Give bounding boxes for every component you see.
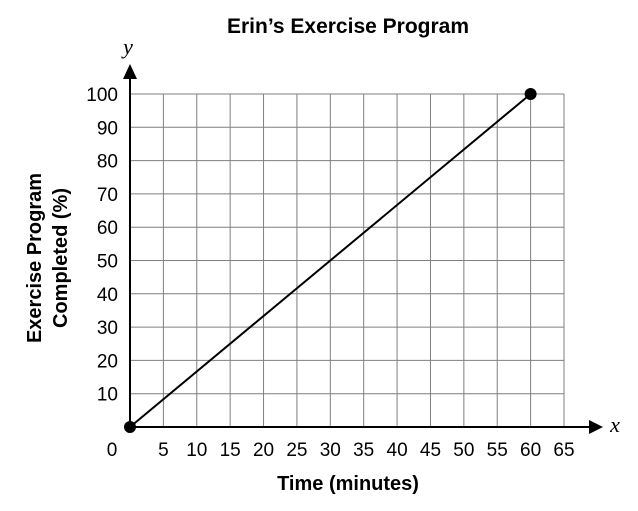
x-tick-label: 30 — [320, 440, 341, 461]
y-tick-label: 70 — [97, 185, 118, 206]
x-tick-label: 50 — [453, 440, 474, 461]
chart-title: Erin’s Exercise Program — [227, 15, 469, 38]
series — [124, 88, 537, 433]
y-axis-label: Exercise Program Completed (%) — [24, 173, 72, 343]
axes — [123, 64, 603, 434]
y-tick-label: 100 — [86, 85, 118, 106]
x-tick-label: 0 — [107, 440, 118, 461]
y-tick-label: 50 — [97, 252, 118, 273]
y-axis-arrow-icon — [123, 64, 137, 79]
y-axis-letter: y — [121, 34, 133, 59]
x-tick-label: 45 — [420, 440, 441, 461]
y-tick-label: 10 — [97, 385, 118, 406]
x-tick-label: 60 — [520, 440, 541, 461]
y-axis-label-line-2: Completed (%) — [50, 188, 72, 328]
x-tick-label: 55 — [487, 440, 508, 461]
x-tick-label: 20 — [253, 440, 274, 461]
y-tick-label: 90 — [97, 118, 118, 139]
x-axis-letter: x — [609, 412, 620, 437]
x-axis-label: Time (minutes) — [277, 473, 419, 495]
x-tick-label: 25 — [286, 440, 307, 461]
y-axis-label-line-1: Exercise Program — [24, 173, 46, 343]
x-tick-label: 5 — [158, 440, 169, 461]
x-tick-label: 40 — [387, 440, 408, 461]
x-tick-label: 35 — [353, 440, 374, 461]
y-tick-label: 20 — [97, 351, 118, 372]
grid — [130, 93, 565, 427]
series-line — [129, 93, 532, 428]
y-tick-label: 80 — [97, 152, 118, 173]
data-point — [124, 421, 136, 433]
x-axis-arrow-icon — [589, 420, 603, 434]
data-point — [524, 88, 537, 100]
y-tick-label: 60 — [97, 218, 118, 239]
y-tick-label: 30 — [97, 318, 118, 339]
x-tick-label: 10 — [186, 440, 207, 461]
x-tick-label: 15 — [220, 440, 241, 461]
x-tick-label: 65 — [553, 440, 574, 461]
tick-labels: 0 5 10 15 20 25 30 35 40 45 50 55 60 65 10 20 30 40 50 60 70… — [86, 85, 574, 461]
y-tick-label: 40 — [97, 285, 118, 306]
